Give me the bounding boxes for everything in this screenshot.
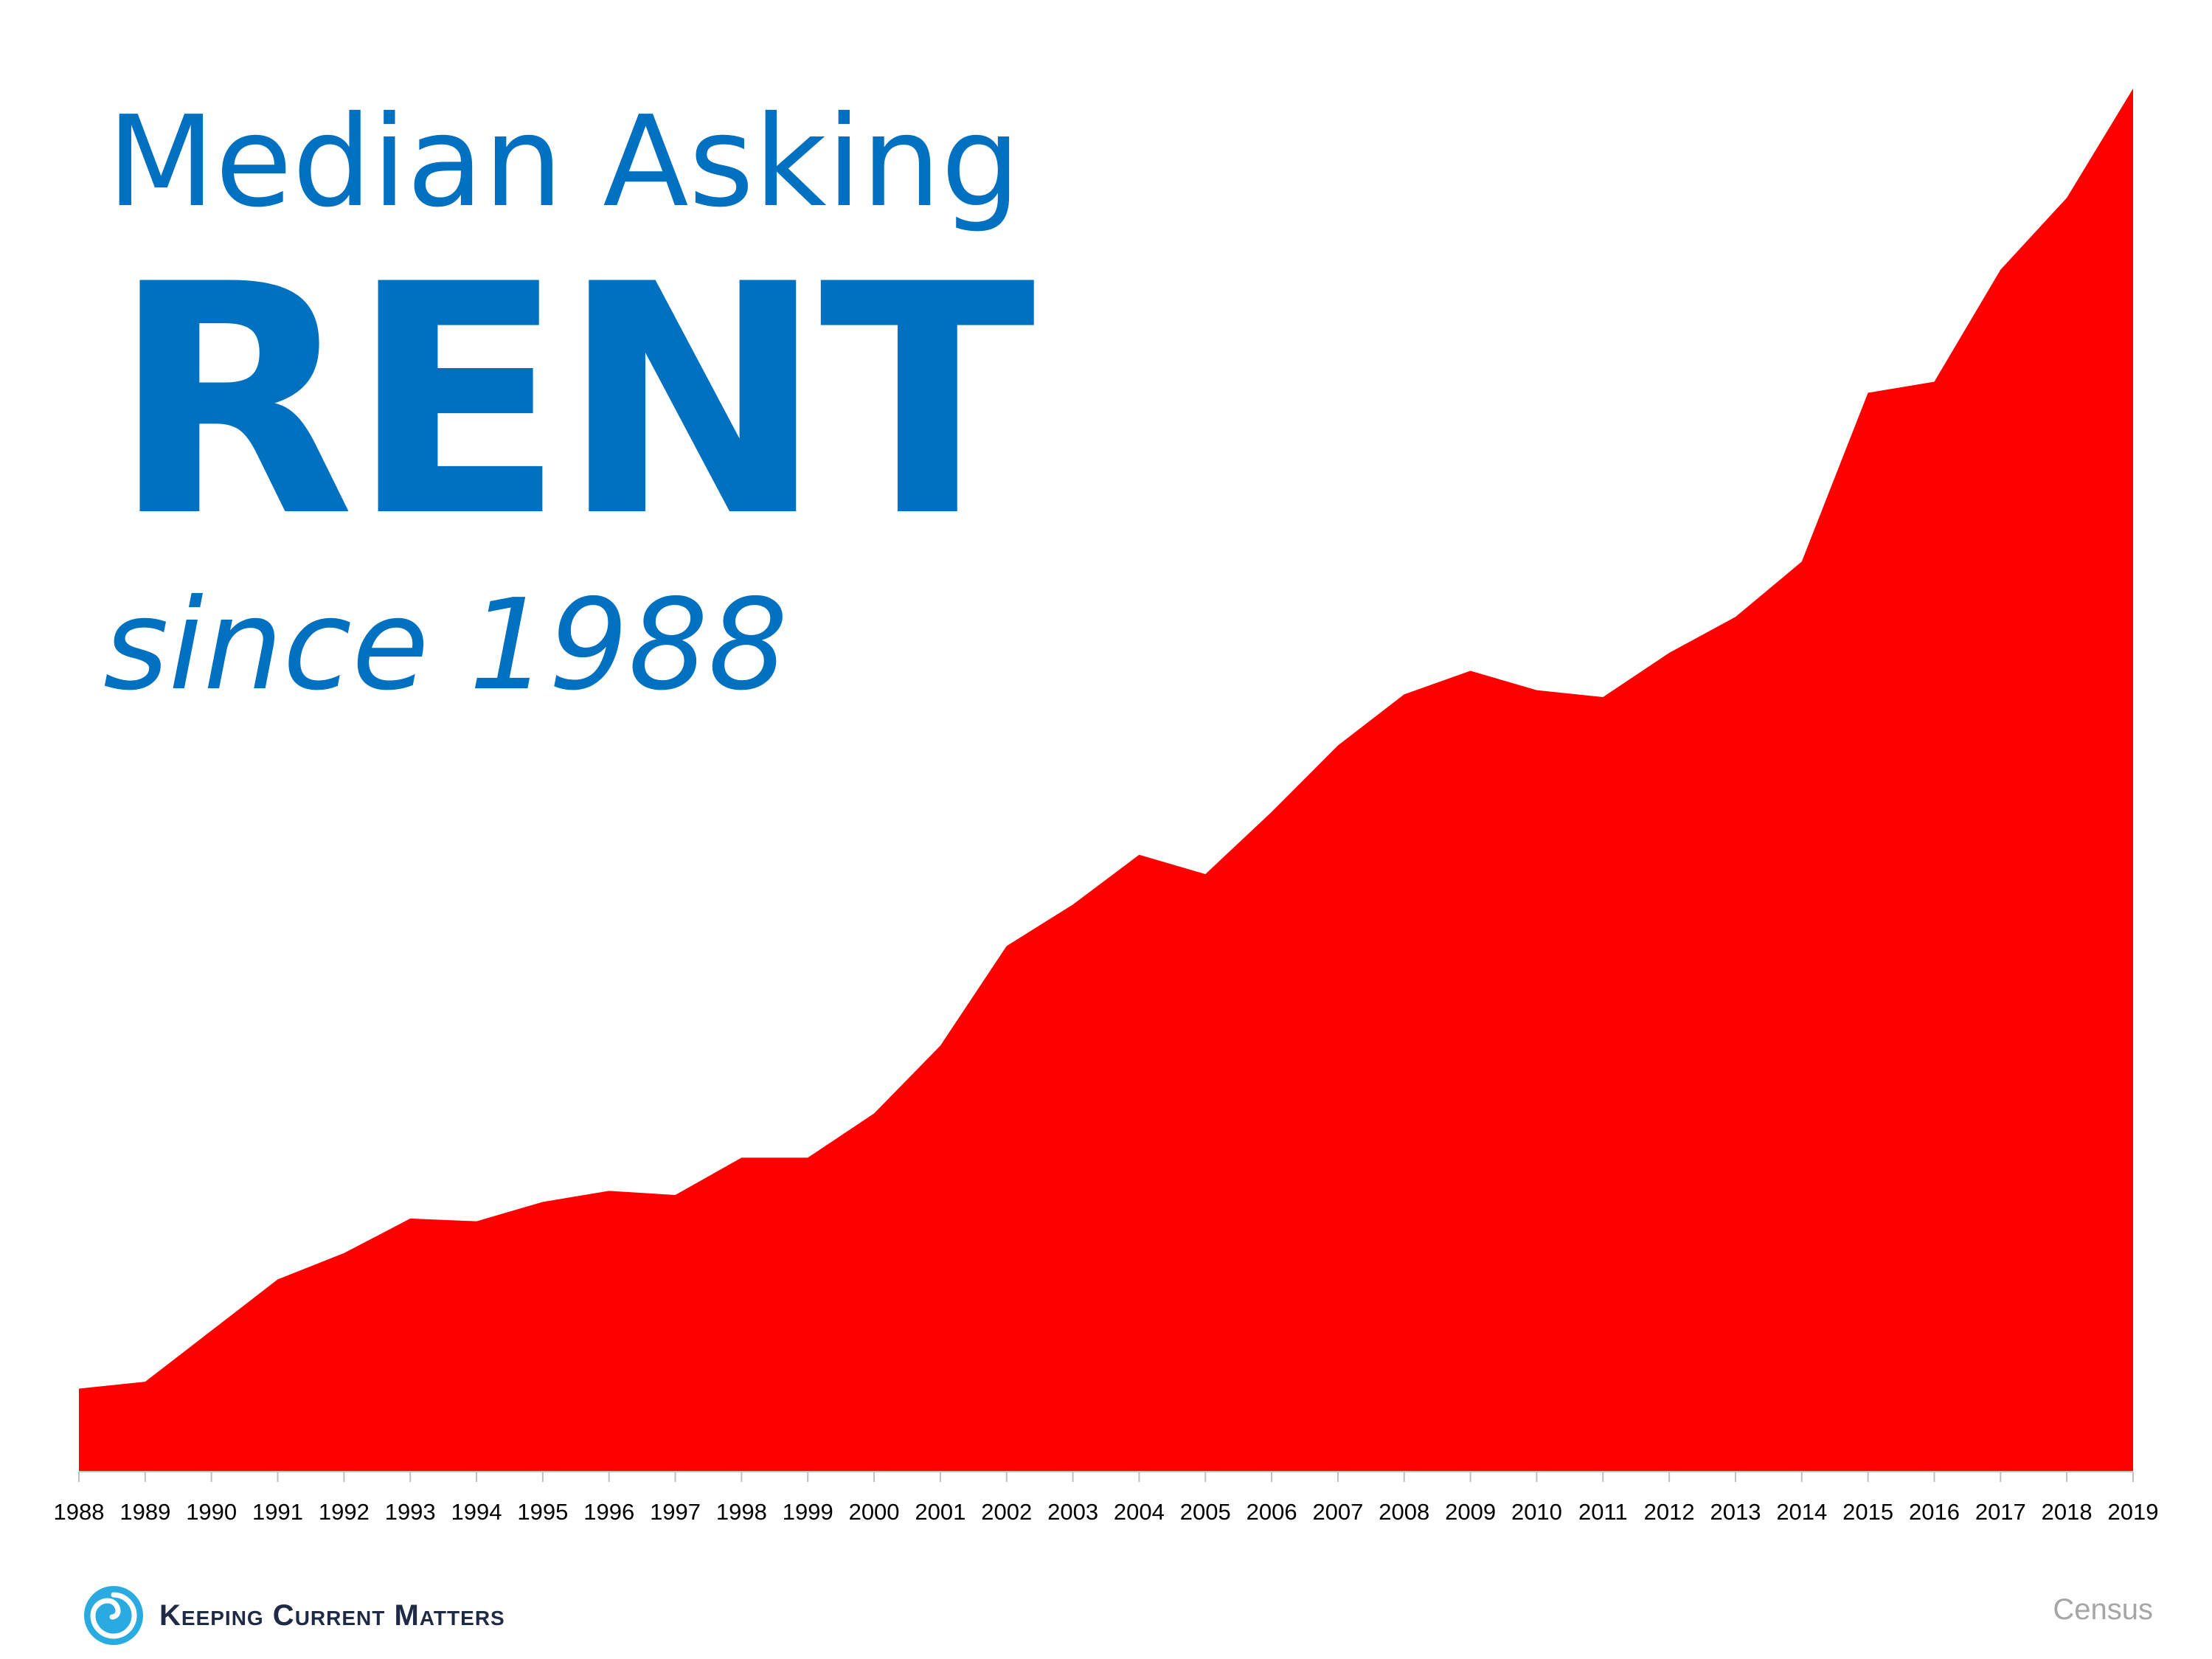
x-tick-label: 1997 (650, 1499, 701, 1525)
x-tick-label: 1991 (252, 1499, 303, 1525)
x-tick-label: 2018 (2042, 1499, 2093, 1525)
brand-name: Keeping Current Matters (159, 1599, 505, 1632)
spiral-logo-icon (83, 1584, 145, 1646)
x-tick-label: 2011 (1578, 1499, 1628, 1525)
title-since-1988: since 1988 (103, 572, 788, 718)
x-axis-ticks (78, 1472, 2134, 1482)
x-tick-label: 2015 (1842, 1499, 1893, 1525)
x-tick-label: 1994 (451, 1499, 502, 1525)
x-tick-label: 2003 (1047, 1499, 1098, 1525)
x-tick-label: 2002 (981, 1499, 1032, 1525)
x-tick-label: 2004 (1114, 1499, 1165, 1525)
x-tick-label: 1989 (119, 1499, 170, 1525)
x-tick-label: 2008 (1379, 1499, 1429, 1525)
x-tick-label: 2007 (1312, 1499, 1363, 1525)
x-tick-label: 2016 (1909, 1499, 1960, 1525)
x-tick-label: 1999 (783, 1499, 833, 1525)
title-median-asking: Median Asking (107, 89, 1021, 235)
x-tick-label: 1995 (517, 1499, 568, 1525)
x-tick-label: 2017 (1975, 1499, 2026, 1525)
brand-footer: Keeping Current Matters (83, 1582, 505, 1649)
x-tick-label: 2005 (1180, 1499, 1231, 1525)
rent-area (79, 89, 2133, 1472)
x-tick-label: 2013 (1710, 1499, 1761, 1525)
x-tick-label: 1998 (716, 1499, 767, 1525)
x-tick-label: 2006 (1247, 1499, 1297, 1525)
x-tick-label: 2009 (1445, 1499, 1496, 1525)
source-label: Census (2053, 1593, 2153, 1626)
x-tick-label: 1993 (385, 1499, 436, 1525)
title-rent: RENT (111, 218, 1036, 586)
x-tick-label: 2001 (915, 1499, 965, 1525)
x-tick-label: 1996 (583, 1499, 634, 1525)
x-tick-label: 1990 (186, 1499, 237, 1525)
x-tick-label: 2000 (849, 1499, 900, 1525)
x-tick-label: 1988 (54, 1499, 105, 1525)
x-tick-label: 1992 (319, 1499, 370, 1525)
x-axis-labels: 1988 1989 1990 1991 1992 1993 1994 1995 1996 1997… (54, 1499, 2159, 1525)
x-tick-label: 2019 (2108, 1499, 2159, 1525)
x-tick-label: 2010 (1511, 1499, 1562, 1525)
x-tick-label: 2012 (1644, 1499, 1695, 1525)
x-tick-label: 2014 (1776, 1499, 1827, 1525)
